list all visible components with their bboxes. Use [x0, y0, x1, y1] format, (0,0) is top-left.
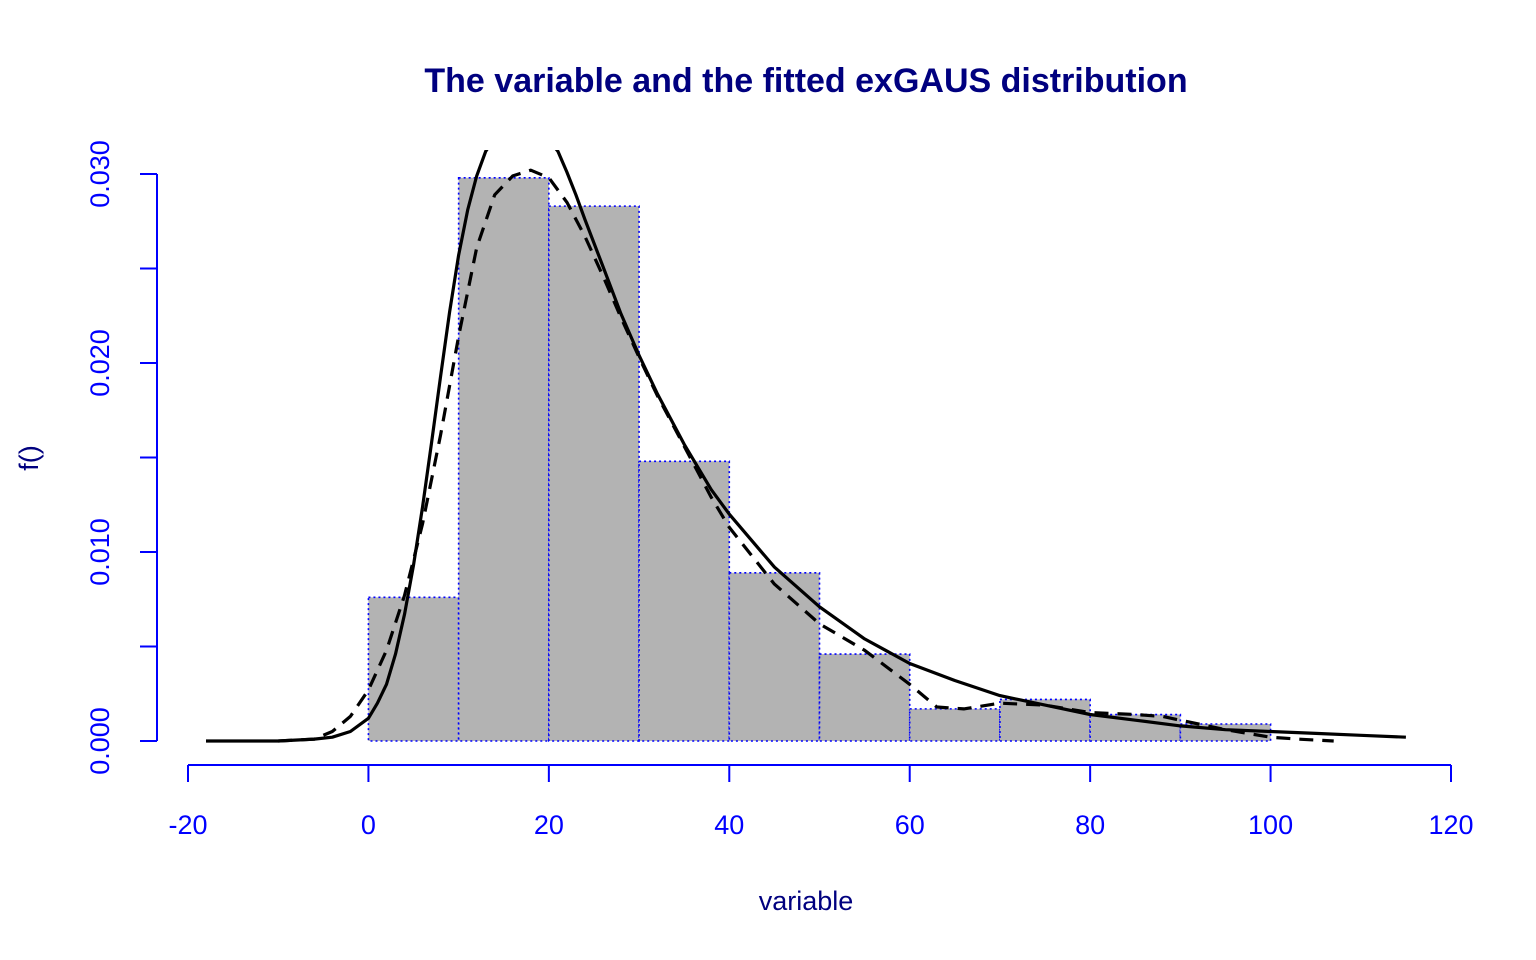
x-tick-label: 0: [361, 810, 376, 840]
x-tick-label: 80: [1075, 810, 1105, 840]
histogram-bar-1: [457, 176, 550, 742]
y-axis: 0.000 0.010 0.020 0.030: [85, 140, 158, 775]
histogram-bar-0: [367, 596, 460, 742]
x-tick-label: -20: [168, 810, 207, 840]
solid-fitted-curve: [206, 150, 1406, 743]
histogram-bar-5: [818, 653, 911, 742]
x-axis-label: variable: [759, 886, 854, 916]
y-tick-label: 0.000: [85, 707, 115, 775]
y-tick-label: 0.010: [85, 518, 115, 586]
histogram-bar-4: [728, 571, 821, 742]
density-curves: [206, 150, 1406, 743]
x-tick-label: 20: [534, 810, 564, 840]
x-axis: -20 0 20 40 60 80 100 120: [168, 764, 1474, 840]
histogram-bar-6: [908, 708, 1001, 742]
chart-title: The variable and the fitted exGAUS distr…: [424, 62, 1187, 100]
y-axis-label: f(): [14, 445, 44, 470]
x-tick-label: 120: [1428, 810, 1473, 840]
y-tick-label: 0.030: [85, 140, 115, 208]
x-tick-label: 40: [714, 810, 744, 840]
x-tick-label: 100: [1248, 810, 1293, 840]
y-tick-label: 0.020: [85, 329, 115, 397]
histogram-bars: [367, 176, 1272, 742]
histogram-bar-2: [548, 205, 640, 742]
dashed-density-curve: [278, 168, 1334, 743]
x-tick-label: 60: [895, 810, 925, 840]
histogram-bar-3: [638, 460, 731, 742]
